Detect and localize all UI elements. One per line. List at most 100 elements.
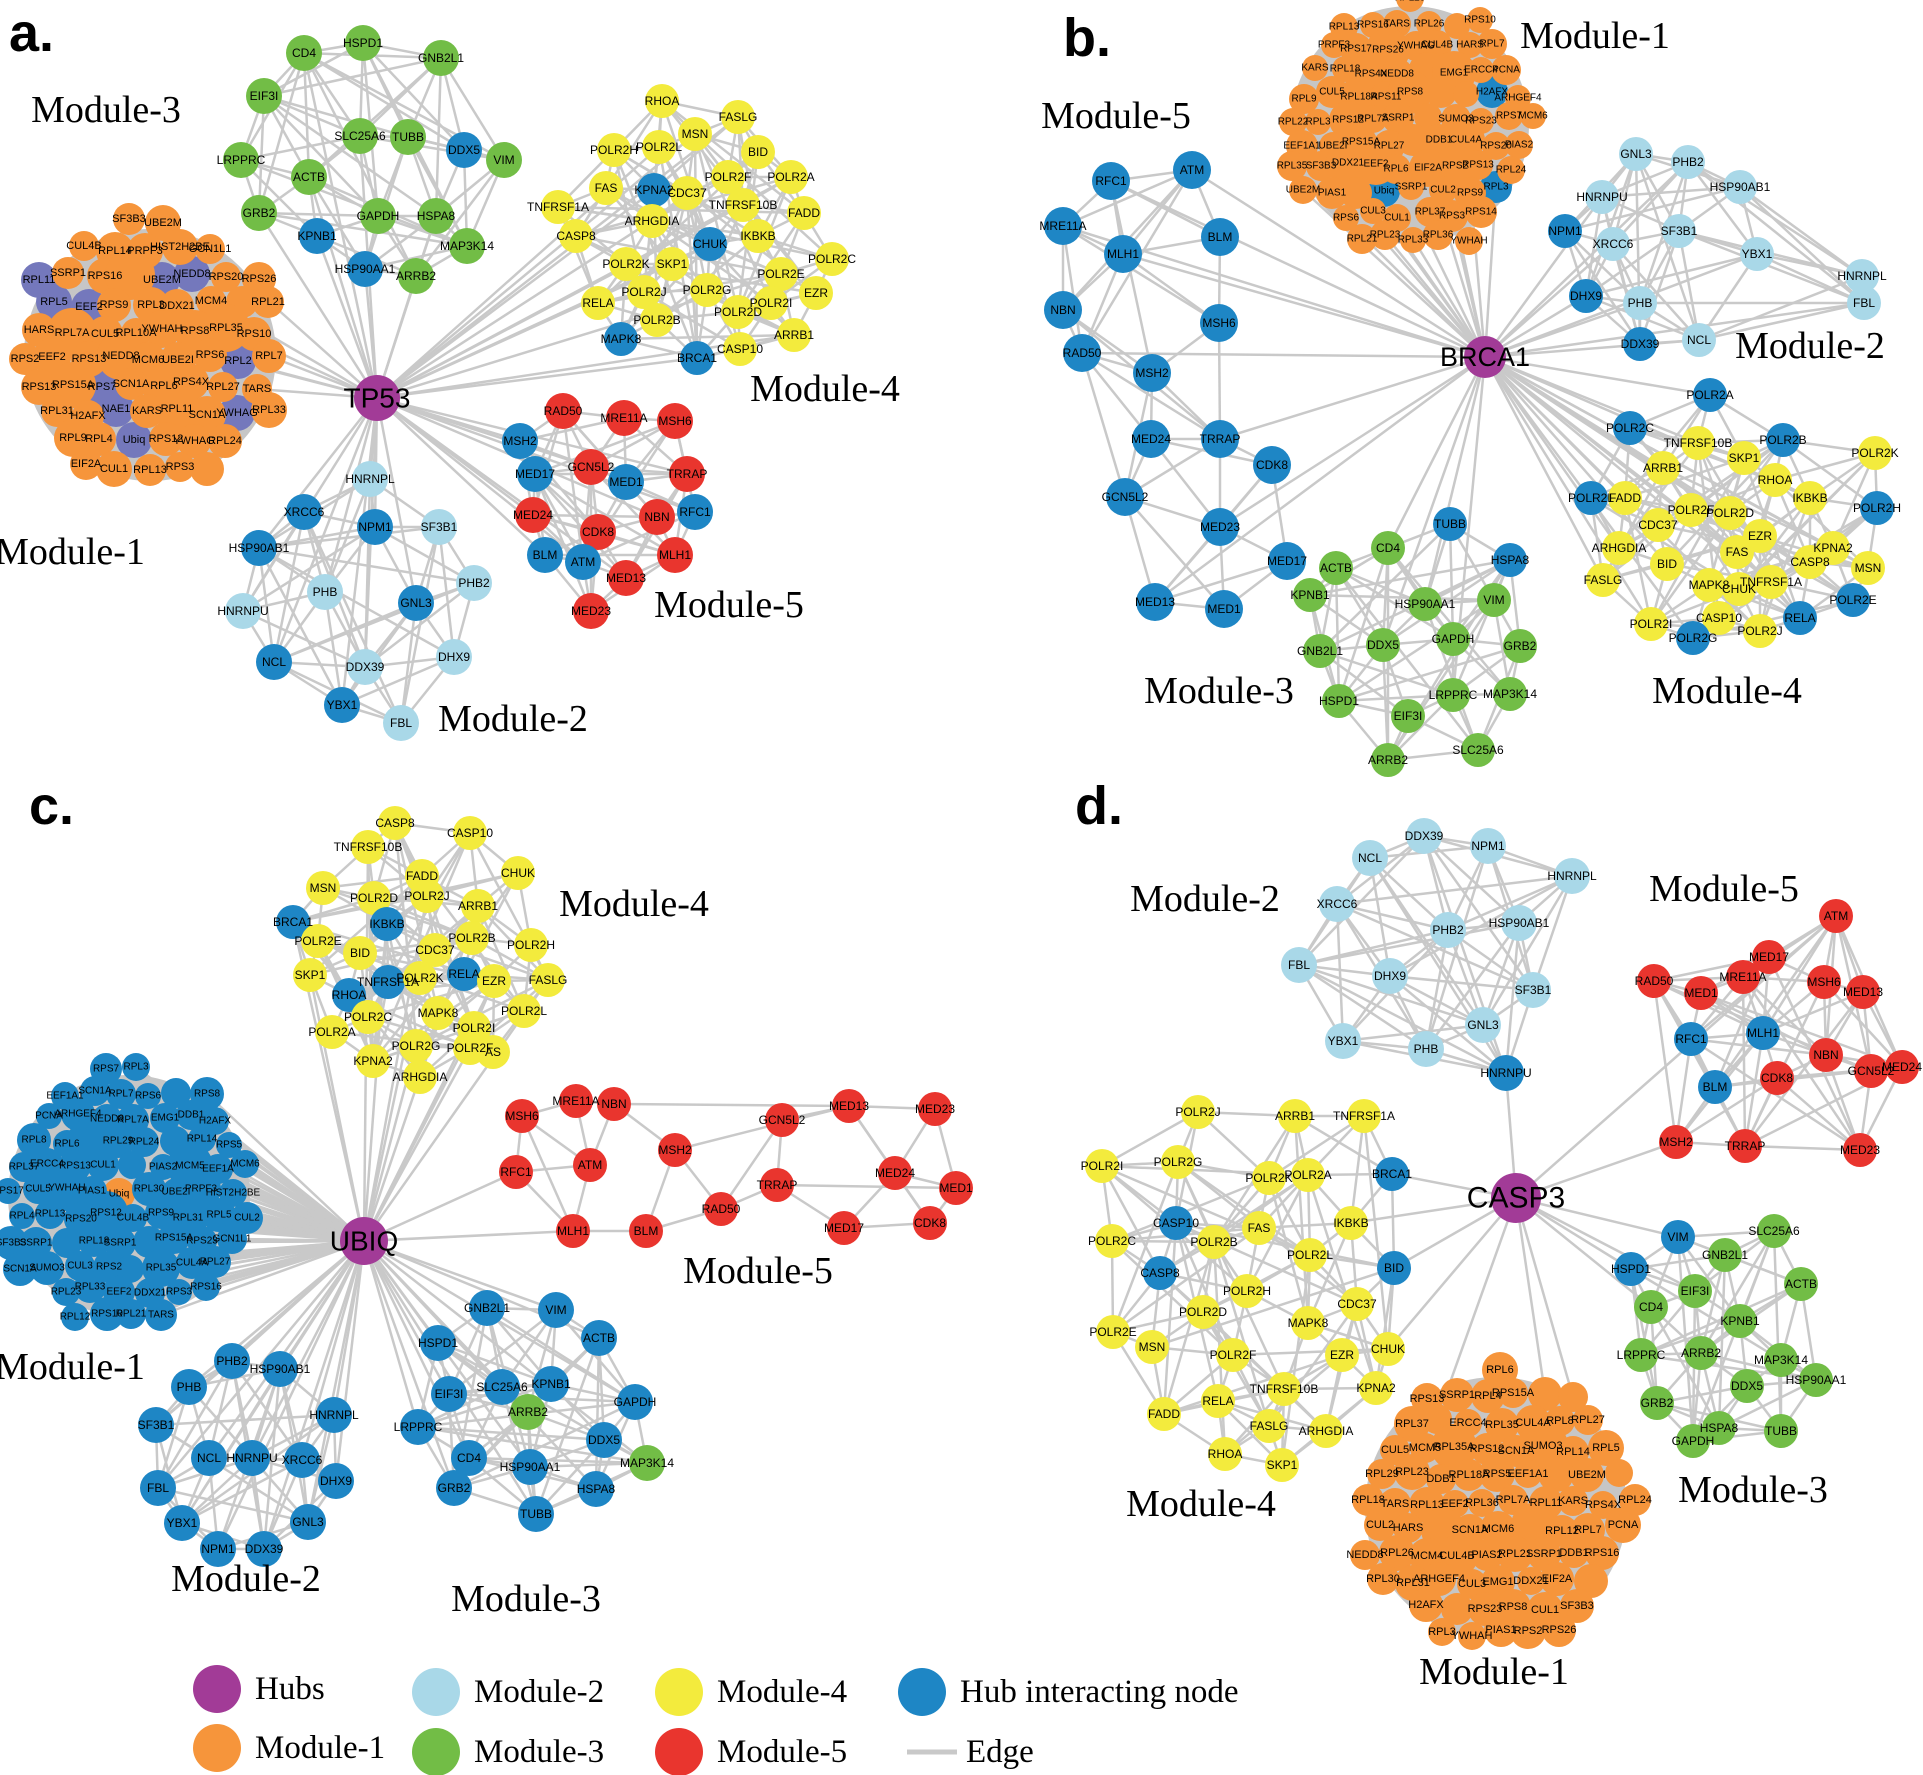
svg-text:POLR2I: POLR2I — [1081, 1159, 1124, 1173]
svg-text:MED24: MED24 — [1131, 432, 1171, 446]
svg-text:H2AFX: H2AFX — [1408, 1599, 1444, 1611]
svg-text:HNRNPU: HNRNPU — [217, 604, 268, 618]
svg-text:POLR2G: POLR2G — [1154, 1155, 1203, 1169]
svg-text:NPM1: NPM1 — [358, 520, 392, 534]
svg-text:RPL18: RPL18 — [1330, 64, 1361, 75]
svg-text:Module-3: Module-3 — [474, 1734, 604, 1770]
svg-text:Edge: Edge — [966, 1734, 1034, 1770]
svg-text:RPL3: RPL3 — [1305, 117, 1330, 128]
svg-text:ARHGEF4: ARHGEF4 — [1413, 1573, 1465, 1585]
svg-text:UBE2M: UBE2M — [1286, 185, 1320, 196]
svg-text:KPNB1: KPNB1 — [1290, 588, 1330, 602]
svg-text:ARHGEF4: ARHGEF4 — [1494, 93, 1542, 104]
svg-text:UBE2I: UBE2I — [162, 1187, 191, 1198]
svg-text:PIAS2: PIAS2 — [1505, 140, 1534, 151]
svg-text:SSRP1: SSRP1 — [1526, 1548, 1562, 1560]
svg-text:POLR2L: POLR2L — [501, 1004, 547, 1018]
svg-text:RPS5: RPS5 — [1483, 1468, 1512, 1480]
svg-text:PCNA: PCNA — [1608, 1519, 1639, 1531]
svg-text:CHUK: CHUK — [1371, 1342, 1405, 1356]
svg-text:BID: BID — [1657, 557, 1677, 571]
svg-text:HIST2H2BE: HIST2H2BE — [150, 241, 210, 253]
svg-text:ARHGDIA: ARHGDIA — [393, 1070, 448, 1084]
svg-text:BRCA1: BRCA1 — [273, 915, 313, 929]
svg-text:MAP3K14: MAP3K14 — [620, 1456, 674, 1470]
svg-text:EZR: EZR — [1748, 529, 1772, 543]
svg-text:RPS3: RPS3 — [166, 461, 195, 473]
svg-text:FADD: FADD — [788, 206, 820, 220]
svg-text:PHB2: PHB2 — [1432, 923, 1464, 937]
svg-text:RPS7: RPS7 — [1496, 111, 1523, 122]
svg-text:TUBB: TUBB — [520, 1507, 552, 1521]
svg-text:DDX5: DDX5 — [588, 1433, 620, 1447]
svg-text:POLR2F: POLR2F — [1668, 503, 1715, 517]
svg-text:MRE11A: MRE11A — [1039, 219, 1086, 233]
svg-text:PHB2: PHB2 — [458, 576, 490, 590]
svg-text:CUL5: CUL5 — [1319, 87, 1345, 98]
svg-text:RPS10: RPS10 — [237, 328, 272, 340]
svg-text:POLR2J: POLR2J — [1175, 1105, 1220, 1119]
svg-text:RELA: RELA — [1202, 1394, 1233, 1408]
svg-text:SSRP1: SSRP1 — [1395, 182, 1428, 193]
svg-text:CASP3: CASP3 — [1467, 1182, 1565, 1215]
svg-text:LRPPRC: LRPPRC — [217, 153, 266, 167]
svg-text:RPL12: RPL12 — [60, 1312, 91, 1323]
svg-text:GRB2: GRB2 — [1641, 1396, 1674, 1410]
svg-text:FASLG: FASLG — [529, 973, 568, 987]
svg-text:TNFRSF10B: TNFRSF10B — [709, 198, 778, 212]
svg-text:RPS2: RPS2 — [11, 353, 40, 365]
svg-text:FBL: FBL — [147, 1481, 169, 1495]
svg-text:RPS10: RPS10 — [91, 1309, 123, 1320]
svg-text:CASP8: CASP8 — [1790, 555, 1830, 569]
svg-text:POLR2D: POLR2D — [714, 305, 762, 319]
svg-text:TARS: TARS — [1384, 19, 1410, 30]
svg-text:YWHAG: YWHAG — [1397, 41, 1435, 52]
svg-text:RFC1: RFC1 — [1095, 174, 1127, 188]
svg-text:RPS8: RPS8 — [181, 325, 210, 337]
svg-text:POLR2K: POLR2K — [396, 971, 443, 985]
svg-text:RPS16: RPS16 — [1585, 1547, 1620, 1559]
svg-text:RPL26: RPL26 — [1380, 1547, 1414, 1559]
svg-text:CUL1: CUL1 — [1384, 213, 1410, 224]
svg-text:GRB2: GRB2 — [438, 1481, 471, 1495]
svg-text:CDK8: CDK8 — [914, 1216, 946, 1230]
svg-text:UBE2M: UBE2M — [1568, 1469, 1606, 1481]
svg-text:CASP10: CASP10 — [447, 826, 493, 840]
svg-text:POLR2G: POLR2G — [683, 283, 732, 297]
svg-text:FBL: FBL — [1288, 958, 1310, 972]
svg-text:SF3B3: SF3B3 — [112, 213, 146, 225]
svg-text:SF3B1: SF3B1 — [421, 520, 458, 534]
svg-text:MCM6: MCM6 — [132, 354, 164, 366]
svg-text:MCM6: MCM6 — [1482, 1523, 1514, 1535]
svg-text:CUL4A: CUL4A — [1515, 1417, 1551, 1429]
svg-text:LRPPRC: LRPPRC — [394, 1420, 443, 1434]
svg-text:GCN5L2: GCN5L2 — [1848, 1064, 1895, 1078]
svg-text:HSP90AA1: HSP90AA1 — [1395, 597, 1456, 611]
svg-text:IKBKB: IKBKB — [369, 917, 404, 931]
svg-text:YWHAG: YWHAG — [216, 407, 258, 419]
svg-text:Module-4: Module-4 — [559, 883, 709, 925]
svg-text:RPL7: RPL7 — [1479, 39, 1504, 50]
svg-text:RHOA: RHOA — [1758, 473, 1793, 487]
svg-text:Module-2: Module-2 — [171, 1558, 321, 1600]
svg-text:ARRB1: ARRB1 — [774, 328, 814, 342]
svg-text:PHB: PHB — [1414, 1042, 1439, 1056]
svg-text:Module-1: Module-1 — [0, 1346, 145, 1388]
svg-text:SUMO3: SUMO3 — [29, 1263, 65, 1274]
svg-text:RPL35: RPL35 — [209, 322, 243, 334]
svg-text:PHB2: PHB2 — [216, 1354, 248, 1368]
svg-text:LRPPRC: LRPPRC — [1429, 688, 1478, 702]
svg-text:RPS6: RPS6 — [135, 1091, 162, 1102]
svg-text:EEF1A1: EEF1A1 — [1283, 141, 1321, 152]
svg-text:RPL6: RPL6 — [150, 380, 178, 392]
svg-text:EEF2: EEF2 — [1441, 1498, 1469, 1510]
svg-text:HIST2H2BE: HIST2H2BE — [206, 1188, 261, 1199]
svg-text:YWHAH: YWHAH — [48, 1183, 85, 1194]
svg-text:IKBKB: IKBKB — [1333, 1216, 1368, 1230]
svg-text:PIAS1: PIAS1 — [78, 1186, 107, 1197]
svg-text:RPL18: RPL18 — [1351, 1494, 1385, 1506]
svg-text:EEF1A1: EEF1A1 — [46, 1091, 84, 1102]
svg-text:RPL11: RPL11 — [161, 403, 194, 415]
svg-text:PHB: PHB — [313, 585, 338, 599]
svg-text:TNFRSF10B: TNFRSF10B — [1250, 1382, 1319, 1396]
